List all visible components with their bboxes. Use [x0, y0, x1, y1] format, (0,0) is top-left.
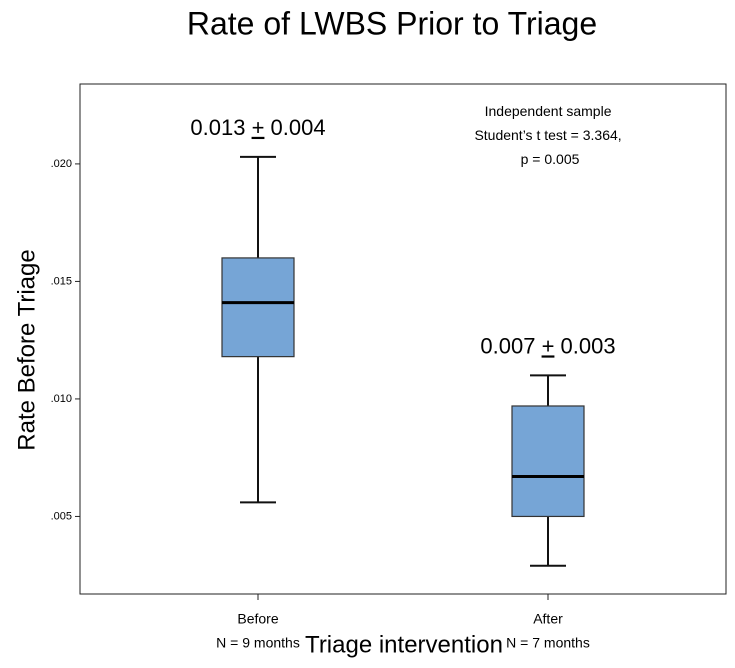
t-test-line-3: p = 0.005 [521, 151, 580, 167]
mean-sd-label: 0.007 + 0.003 [480, 333, 615, 358]
t-test-line-1: Independent sample [485, 103, 612, 119]
y-tick-label: .010 [51, 393, 72, 405]
x-axis-label: Triage intervention [305, 631, 503, 658]
mean-sd-label: 0.013 + 0.004 [190, 115, 325, 140]
y-tick-label: .005 [51, 510, 72, 522]
iqr-box [511, 405, 585, 518]
plot-frame [79, 83, 727, 595]
x-category-label: Before [237, 611, 278, 627]
y-tick-label: .015 [51, 275, 72, 287]
y-axis-label: Rate Before Triage [13, 249, 40, 450]
iqr-box [221, 257, 295, 358]
t-test-annotation: Independent sample Student’s t test = 3.… [474, 103, 625, 167]
chart-title: Rate of LWBS Prior to Triage [187, 5, 597, 41]
x-category-label: After [533, 611, 563, 627]
x-category-n-label: N = 9 months [216, 635, 300, 651]
y-axis-ticks: .005 .010 .015 .020 [51, 158, 80, 522]
t-test-line-2: Student’s t test = 3.364, [474, 127, 621, 143]
y-tick-label: .020 [51, 158, 72, 170]
box-group-before: Before N = 9 months 0.013 + 0.004 [190, 115, 325, 651]
box-group-after: After N = 7 months 0.007 + 0.003 [480, 333, 615, 650]
x-category-n-label: N = 7 months [506, 635, 590, 651]
box-groups: Before N = 9 months 0.013 + 0.004 After N = … [190, 115, 615, 651]
